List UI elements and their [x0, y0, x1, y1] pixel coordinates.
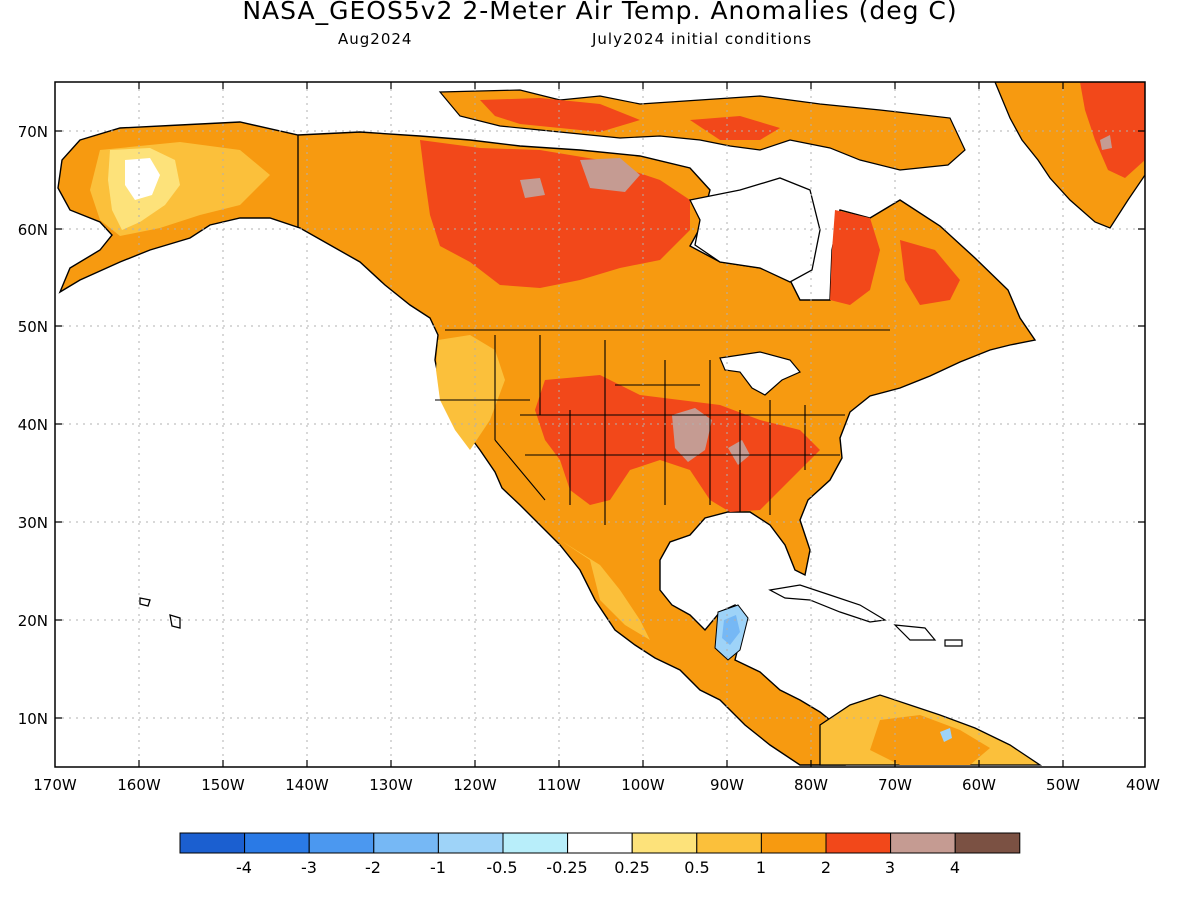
puerto-rico	[944, 639, 963, 647]
map-title: NASA_GEOS5v2 2-Meter Air Temp. Anomalies…	[242, 0, 958, 25]
colorbar-label: -2	[365, 858, 381, 877]
canada-hot-2	[520, 178, 545, 198]
lat-label: 20N	[18, 612, 48, 630]
lat-labels: 70N 60N 50N 40N 30N 20N 10N	[18, 123, 48, 728]
anomaly-field	[57, 82, 1145, 766]
axis-ticks	[55, 82, 1145, 767]
colorbar-labels: -4 -3 -2 -1 -0.5 -0.25 0.25 0.5 1 2 3 4	[236, 858, 960, 877]
lon-label: 170W	[33, 776, 77, 794]
hawaii	[139, 597, 181, 629]
alaska-neutral	[125, 158, 160, 200]
lon-label: 70W	[878, 776, 912, 794]
north-america-land	[57, 121, 1037, 766]
us-hot-spot	[672, 408, 712, 462]
colorbar-swatch	[631, 832, 698, 854]
greenland-hot	[1100, 135, 1112, 150]
colorbar-label: 0.25	[614, 858, 650, 877]
colorbar-swatch	[567, 832, 633, 854]
lat-label: 40N	[18, 416, 48, 434]
lon-label: 110W	[537, 776, 581, 794]
colorbar-label: 2	[821, 858, 831, 877]
mexico-mild	[560, 540, 650, 640]
lon-labels: 170W 160W 150W 140W 130W 120W 110W 100W …	[33, 776, 1160, 794]
lon-label: 40W	[1126, 776, 1160, 794]
lat-label: 10N	[18, 710, 48, 728]
hispaniola	[893, 624, 937, 641]
lon-label: 100W	[621, 776, 665, 794]
lon-label: 90W	[710, 776, 744, 794]
us-hot-spot-2	[728, 440, 750, 465]
colorbar-swatch	[890, 832, 956, 854]
colorbar: -4 -3 -2 -1 -0.5 -0.25 0.25 0.5 1 2 3 4	[179, 832, 1021, 877]
colorbar-label: -1	[430, 858, 446, 877]
canada-hot	[580, 158, 640, 192]
pacific-coast-mild	[436, 335, 505, 450]
greenland-warm	[1080, 82, 1145, 178]
initial-conditions: July2024 initial conditions	[592, 30, 813, 48]
lat-label: 60N	[18, 221, 48, 239]
colorbar-label: -3	[301, 858, 317, 877]
colorbar-swatch	[437, 832, 504, 854]
colorbar-label: -0.25	[546, 858, 587, 877]
south-america-warm	[870, 715, 990, 765]
colorbar-swatch	[244, 832, 310, 854]
state-boundaries	[435, 329, 890, 525]
colorbar-swatch	[825, 832, 892, 854]
great-lakes	[719, 351, 801, 396]
colorbar-label: -4	[236, 858, 252, 877]
lon-label: 120W	[453, 776, 497, 794]
colorbar-swatch	[502, 832, 569, 854]
colorbar-swatch	[954, 832, 1021, 854]
lon-label: 150W	[201, 776, 245, 794]
colorbar-label: 3	[885, 858, 895, 877]
colorbar-label: 1	[756, 858, 766, 877]
lat-label: 30N	[18, 514, 48, 532]
lon-label: 130W	[369, 776, 413, 794]
colorbar-swatches	[179, 832, 1021, 854]
colorbar-label: 4	[950, 858, 960, 877]
lon-label: 80W	[794, 776, 828, 794]
lon-label: 60W	[962, 776, 996, 794]
colorbar-label: -0.5	[486, 858, 517, 877]
colorbar-swatch	[696, 832, 762, 854]
labrador-warm	[900, 240, 960, 305]
lon-label: 50W	[1046, 776, 1080, 794]
hudson-bay	[689, 177, 821, 283]
arctic-warm-2	[690, 116, 780, 140]
lat-label: 70N	[18, 123, 48, 141]
colorbar-label: 0.5	[684, 858, 709, 877]
colorbar-swatch	[760, 832, 827, 854]
colorbar-swatch	[373, 832, 439, 854]
quebec-warm	[830, 210, 880, 305]
cuba	[768, 584, 887, 623]
arctic-warm	[480, 98, 640, 132]
colorbar-swatch	[308, 832, 375, 854]
colorbar-swatch	[179, 832, 246, 854]
lat-label: 50N	[18, 318, 48, 336]
south-america-cool	[940, 728, 952, 742]
lon-label: 140W	[285, 776, 329, 794]
lon-label: 160W	[117, 776, 161, 794]
forecast-month: Aug2024	[338, 30, 413, 48]
